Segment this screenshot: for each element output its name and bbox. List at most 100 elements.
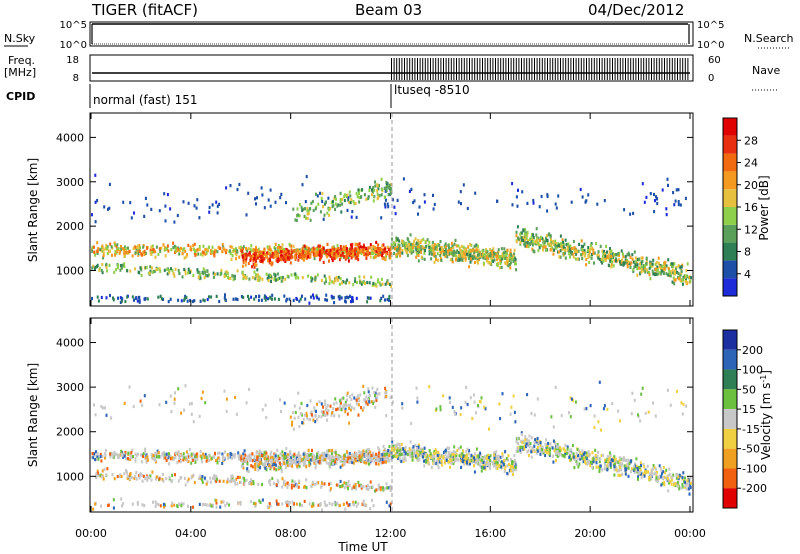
power-data-point-2061 <box>651 262 654 266</box>
velocity-data-point-653 <box>329 487 332 491</box>
velocity-data-point-724 <box>320 485 323 489</box>
power-data-point-294 <box>189 247 192 252</box>
power-data-point-765 <box>227 275 229 279</box>
power-data-point-1331 <box>157 295 160 299</box>
velocity-data-point-1289 <box>331 502 334 507</box>
power-data-point-738 <box>241 270 244 274</box>
power-data-point-1318 <box>189 298 192 303</box>
velocity-data-point-1111 <box>264 460 267 464</box>
velocity-data-point-169 <box>206 458 209 462</box>
velocity-data-point-55 <box>105 448 107 453</box>
power-data-point-1788 <box>506 248 509 252</box>
velocity-data-point-598 <box>377 483 380 487</box>
power-data-point-698 <box>108 263 111 267</box>
power-data-point-675 <box>115 268 118 272</box>
velocity-data-point-1331 <box>371 498 374 502</box>
power-data-point-1204 <box>299 297 302 301</box>
power-data-point-1848 <box>396 238 399 242</box>
power-data-point-2330 <box>615 257 617 261</box>
power-data-point-2227 <box>588 260 591 264</box>
power-data-point-1131 <box>273 255 276 259</box>
velocity-data-point-1250 <box>254 504 257 508</box>
velocity-data-point-1326 <box>215 499 218 503</box>
velocity-data-point-1888 <box>660 468 663 472</box>
power-data-point-1324 <box>337 295 340 299</box>
power-colorbar-segment-5 <box>723 189 737 207</box>
power-data-point-2169 <box>676 270 679 274</box>
power-data-point-1855 <box>486 250 489 254</box>
power-data-point-728 <box>276 277 279 281</box>
power-data-point-1144 <box>385 252 388 256</box>
velocity-data-point-1932 <box>633 470 636 474</box>
power-data-point-1764 <box>462 251 465 255</box>
velocity-data-point-706 <box>389 486 392 490</box>
velocity-data-point-1844 <box>437 450 440 455</box>
power-data-point-406 <box>369 255 372 259</box>
power-data-point-726 <box>199 272 202 277</box>
power-data-point-2299 <box>522 238 525 242</box>
power-data-point-1911 <box>531 247 534 251</box>
power-data-point-1089 <box>283 250 286 254</box>
velocity-data-point-2020 <box>570 451 573 455</box>
velocity-data-point-1981 <box>627 474 630 478</box>
power-data-point-1251 <box>338 297 341 301</box>
velocity-data-point-1338 <box>162 502 165 506</box>
power-data-point-713 <box>295 274 298 278</box>
power-data-point-2282 <box>649 264 652 268</box>
velocity-data-point-120 <box>192 452 195 456</box>
velocity-data-point-534 <box>379 486 382 490</box>
power-data-point-1308 <box>325 293 328 297</box>
velocity-data-point-1853 <box>489 458 492 462</box>
velocity-data-point-258 <box>269 458 272 462</box>
velocity-data-point-1177 <box>312 459 315 463</box>
power-data-point-2617 <box>386 182 389 186</box>
velocity-data-point-479 <box>144 449 147 453</box>
power-data-point-2386 <box>158 209 161 213</box>
velocity-data-point-444 <box>227 456 230 460</box>
power-data-point-290 <box>344 250 347 254</box>
velocity-data-point-1924 <box>591 451 594 455</box>
power-data-point-2356 <box>562 245 565 249</box>
velocity-data-point-599 <box>149 474 152 478</box>
power-data-point-2225 <box>561 247 564 251</box>
velocity-data-point-703 <box>203 476 206 480</box>
freq-tick-top: 18 <box>66 55 79 66</box>
velocity-data-point-768 <box>286 481 289 485</box>
power-data-point-1214 <box>312 296 315 300</box>
velocity-data-point-457 <box>364 451 367 455</box>
velocity-data-point-1556 <box>481 460 484 464</box>
power-data-point-535 <box>226 271 229 275</box>
power-data-point-54 <box>374 252 377 256</box>
power-data-point-1983 <box>564 249 567 253</box>
velocity-data-point-1040 <box>298 458 301 462</box>
velocity-data-point-1066 <box>333 456 336 460</box>
power-data-point-688 <box>278 276 281 280</box>
velocity-data-point-1131 <box>365 449 368 453</box>
power-data-point-1271 <box>134 296 137 300</box>
power-data-point-314 <box>135 248 138 252</box>
power-data-point-2606 <box>307 212 310 216</box>
power-data-point-1206 <box>273 297 276 301</box>
power-data-point-0 <box>91 247 93 251</box>
power-data-point-2308 <box>617 252 620 256</box>
power-data-point-603 <box>140 273 143 278</box>
velocity-data-point-2041 <box>614 460 617 464</box>
velocity-data-point-256 <box>94 458 97 462</box>
power-data-point-170 <box>97 247 100 251</box>
power-data-point-1261 <box>210 295 213 299</box>
power-data-point-1686 <box>408 241 411 245</box>
power-data-point-1286 <box>186 299 189 303</box>
velocity-data-point-1278 <box>204 502 207 506</box>
power-data-point-1326 <box>263 296 266 300</box>
power-data-point-756 <box>387 281 390 285</box>
power-data-point-2374 <box>528 237 531 241</box>
power-data-point-906 <box>388 253 391 258</box>
velocity-data-point-1634 <box>467 456 470 461</box>
power-data-point-2219 <box>663 263 666 267</box>
power-data-point-2288 <box>583 251 586 255</box>
velocity-data-point-1273 <box>261 498 264 502</box>
power-data-point-521 <box>231 274 234 278</box>
power-data-point-2359 <box>648 266 651 270</box>
power-data-point-1447 <box>419 240 422 244</box>
power-data-point-1974 <box>619 260 621 264</box>
